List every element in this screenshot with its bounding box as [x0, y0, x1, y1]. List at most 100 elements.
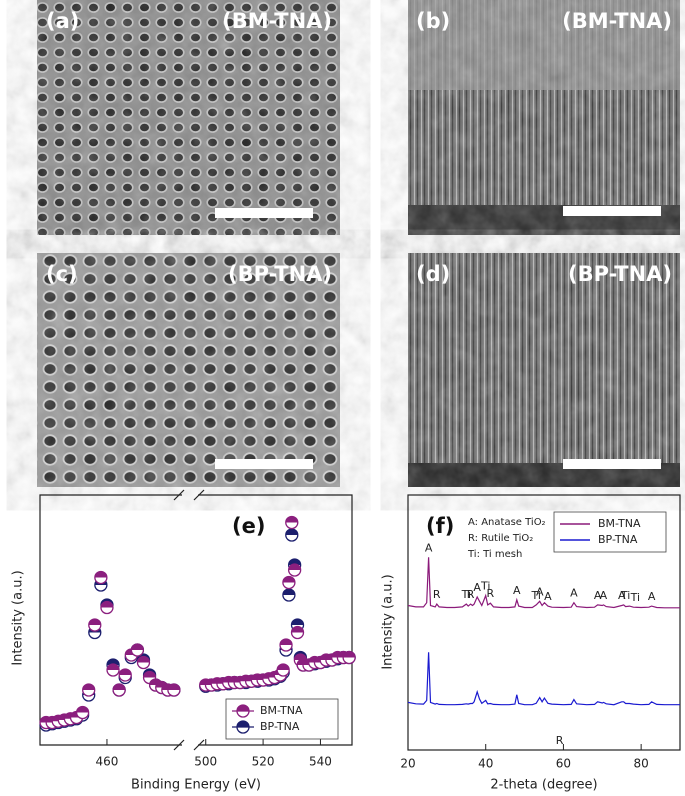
- data-point: [290, 625, 305, 640]
- marker-half: [291, 626, 304, 633]
- peak-label: R: [487, 587, 495, 600]
- legend-marker: [237, 705, 249, 711]
- legend-label: BM-TNA: [598, 517, 641, 530]
- sem-panel-b: (b) (BM-TNA): [408, 0, 680, 235]
- peak-label: Ti: [461, 588, 471, 601]
- sem-panel-d: (d) (BP-TNA): [408, 253, 680, 487]
- data-point: [342, 650, 356, 665]
- marker-half: [288, 564, 301, 570]
- peak-label: A: [618, 589, 626, 602]
- annotation: Ti: Ti mesh: [467, 549, 522, 560]
- marker-half: [76, 706, 89, 713]
- panel-sample: (BM-TNA): [562, 9, 672, 33]
- peak-label: Ti: [620, 589, 630, 602]
- data-point: [130, 643, 145, 657]
- annotation: A: Anatase TiO₂: [468, 517, 546, 528]
- annotation: R: Rutile TiO₂: [468, 533, 533, 544]
- marker-half: [288, 559, 301, 565]
- sem-panel-a: (a) (BM-TNA): [37, 0, 340, 235]
- marker-half: [131, 644, 144, 650]
- marker-half: [277, 664, 290, 670]
- panel-label: (c): [46, 262, 78, 286]
- legend-label: BP-TNA: [260, 720, 300, 733]
- scale-bar: [563, 206, 661, 216]
- peak-label: A: [648, 590, 656, 603]
- x-tick-label: 20: [400, 757, 415, 771]
- peak-label: A: [473, 581, 481, 594]
- panel-sample: (BM-TNA): [222, 9, 332, 33]
- peak-label: Ti: [531, 589, 541, 602]
- peak-label: A: [536, 585, 544, 598]
- panel-label: (d): [416, 262, 450, 286]
- marker-half: [343, 651, 356, 658]
- marker-half: [285, 516, 298, 523]
- data-point: [167, 683, 181, 697]
- peak-label: Ti: [480, 580, 490, 593]
- axes-e: [39, 489, 353, 751]
- marker-half: [82, 684, 95, 690]
- data-point: [75, 705, 90, 720]
- data-point: [112, 683, 126, 697]
- marker-half: [137, 656, 150, 663]
- marker-half: [88, 619, 101, 625]
- marker-half: [291, 619, 304, 625]
- marker-half: [113, 684, 126, 690]
- peak-label: A: [594, 589, 602, 602]
- data-point: [88, 618, 102, 632]
- data-point: [282, 575, 296, 590]
- x-tick-label: 460: [96, 755, 119, 769]
- panel-label: (b): [416, 9, 450, 33]
- x-axis-label: 2-theta (degree): [490, 778, 597, 793]
- legend-box: [553, 511, 667, 553]
- data-point: [106, 663, 120, 677]
- peak-label: A: [513, 584, 521, 597]
- data-point: [136, 655, 151, 670]
- peak-label: R: [467, 588, 475, 601]
- data-point: [100, 600, 114, 615]
- peak-label: A: [600, 589, 608, 602]
- data-point: [82, 683, 96, 697]
- series-line: [407, 652, 680, 706]
- peak-label: Ti: [630, 591, 640, 604]
- legend-label: BM-TNA: [260, 704, 303, 717]
- scale-bar: [215, 459, 313, 469]
- marker-half: [107, 664, 120, 670]
- chart-label: (f): [426, 514, 454, 538]
- chart-label: (e): [232, 514, 265, 538]
- marker-half: [280, 639, 293, 645]
- x-tick-label: 40: [478, 757, 493, 771]
- marker-half: [167, 684, 180, 690]
- marker-half: [100, 601, 113, 608]
- y-axis-label: Intensity (a.u.): [11, 570, 26, 665]
- sem-panel-c: (c) (BP-TNA): [37, 253, 340, 487]
- marker-half: [282, 589, 295, 595]
- peak-label: R: [433, 588, 441, 601]
- x-tick-label: 80: [634, 757, 649, 771]
- panel-sample: (BP-TNA): [228, 262, 332, 286]
- y-axis-label: Intensity (a.u.): [381, 574, 396, 669]
- series-line: [407, 557, 680, 609]
- marker-half: [282, 576, 295, 583]
- peak-label: R: [556, 734, 564, 747]
- x-tick-label: 540: [309, 755, 332, 769]
- x-tick-label: 60: [556, 757, 571, 771]
- panel-label: (a): [46, 9, 79, 33]
- scale-bar: [563, 459, 661, 469]
- marker-half: [107, 659, 120, 665]
- panel-sample: (BP-TNA): [568, 262, 672, 286]
- marker-half: [119, 669, 132, 675]
- peak-label: A: [544, 590, 552, 603]
- scale-bar: [215, 208, 313, 218]
- marker-half: [285, 529, 298, 535]
- x-tick-label: 500: [194, 755, 217, 769]
- legend-label: BP-TNA: [598, 533, 638, 546]
- marker-half: [143, 671, 156, 678]
- data-point: [282, 588, 296, 602]
- data-point: [285, 515, 299, 530]
- data-point: [94, 570, 108, 585]
- peak-label: A: [570, 587, 578, 600]
- data-point: [118, 668, 132, 682]
- peak-label: A: [425, 541, 433, 554]
- x-axis-label: Binding Energy (eV): [131, 778, 261, 793]
